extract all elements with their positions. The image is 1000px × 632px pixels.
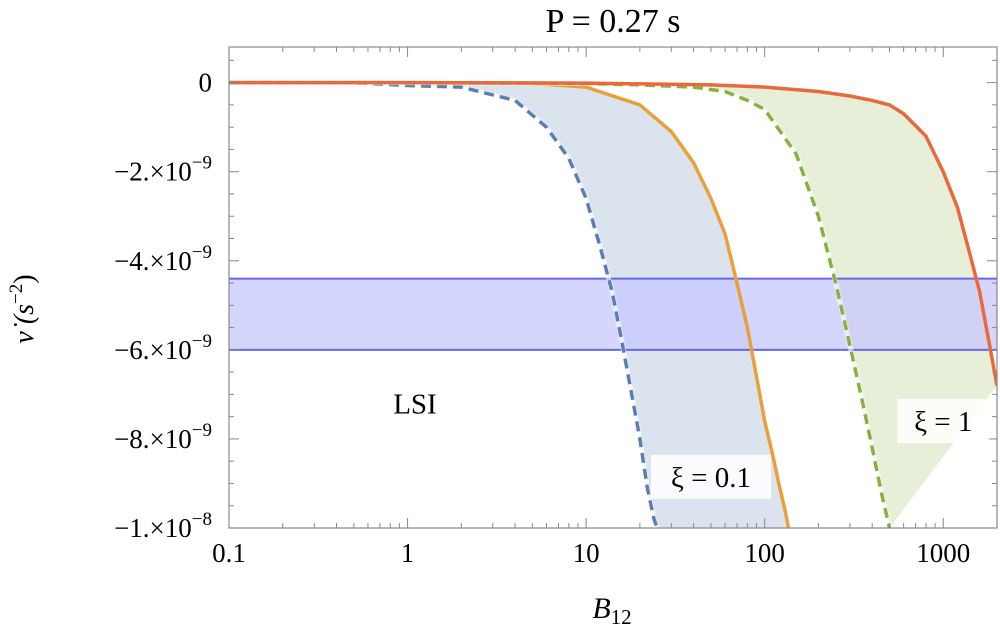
y-axis-label: ν̇ (s−2): [6, 274, 40, 343]
y-tick-label-0: 0: [199, 68, 213, 98]
y-tick-exponent: −9: [192, 331, 212, 352]
y-tick-mantissa: −2.×10: [114, 157, 192, 187]
annotation-xi-1: ξ = 1: [897, 399, 990, 444]
annotation-lsi-text: LSI: [393, 388, 437, 420]
chart-title: P = 0.27 s: [545, 3, 680, 40]
y-tick-label-1: −2.×10−9: [114, 153, 212, 187]
y-tick-mantissa: −8.×10: [114, 424, 192, 454]
x-axis-label-subscript: 12: [611, 605, 632, 629]
annotation-xi-01-text: ξ = 0.1: [671, 462, 751, 494]
annotation-xi-1-box: [897, 399, 990, 444]
annotation-xi-01: ξ = 0.1: [650, 454, 771, 499]
annotation-lsi: LSI: [393, 388, 437, 420]
y-tick-label-4: −8.×10−9: [114, 420, 212, 454]
y-tick-mantissa: −4.×10: [114, 246, 192, 276]
y-tick-exponent: −9: [192, 242, 212, 263]
plot-frame: [228, 46, 998, 529]
tick-labels: 0.1 1 10 100 10000−2.×10−9−4.×10−9−6.×10−9−8…: [114, 68, 970, 568]
series-0-line: [229, 80, 659, 528]
annotations: LSI ξ = 0.1 ξ = 1: [393, 388, 990, 499]
y-tick-mantissa: −6.×10: [114, 335, 192, 365]
annotation-xi-1-text: ξ = 1: [914, 406, 972, 438]
y-axis-label-exponent: −2: [6, 284, 27, 304]
series-3-line: [229, 80, 997, 386]
y-tick-label-3: −6.×10−9: [114, 331, 212, 365]
x-axis-label: B12: [592, 592, 631, 629]
y-tick-exponent: −9: [192, 153, 212, 174]
x-tick-label-0: 0.1: [212, 538, 246, 568]
x-tick-label-2: 10: [573, 538, 600, 568]
y-tick-mantissa: −1.×10: [114, 513, 192, 543]
series-lines: [229, 80, 997, 528]
annotation-xi-01-box: [650, 454, 771, 499]
x-tick-label-4: 1000: [916, 538, 970, 568]
y-tick-label-2: −4.×10−9: [114, 242, 212, 276]
axis-ticks: [228, 47, 998, 529]
shaded-region-0: [229, 82, 789, 528]
y-tick-label-5: −1.×10−8: [114, 509, 212, 543]
x-tick-label-1: 1: [401, 538, 415, 568]
x-tick-label-3: 100: [744, 538, 785, 568]
y-tick-exponent: −8: [192, 509, 212, 530]
y-tick-exponent: −9: [192, 420, 212, 441]
y-tick-mantissa: 0: [199, 68, 213, 98]
